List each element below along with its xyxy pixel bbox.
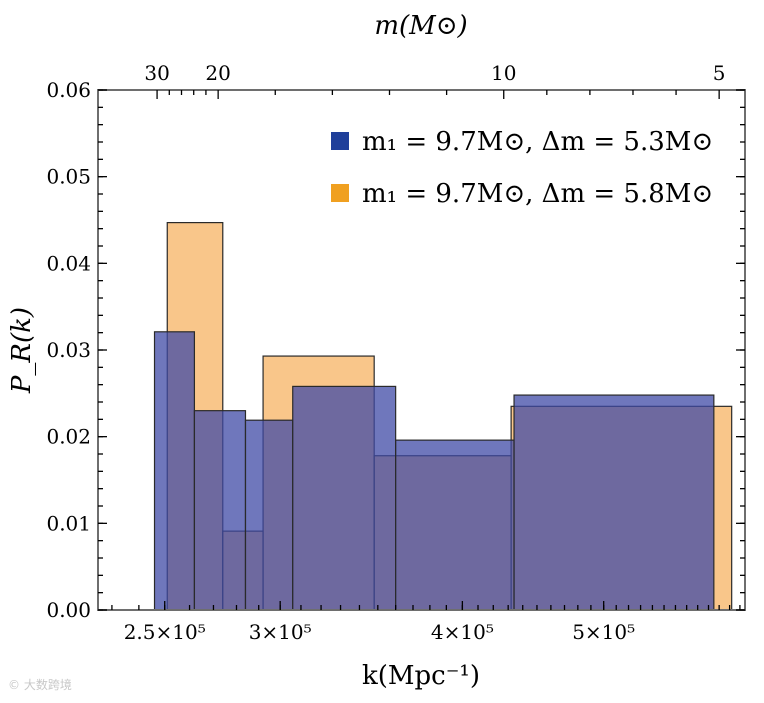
x-tick-label-2: 4×10⁵ <box>431 620 494 644</box>
bar-blue-3 <box>292 385 397 611</box>
top-axis-title: m(M⊙) <box>374 11 467 41</box>
x-tick-label-0: 2.5×10⁵ <box>124 620 206 644</box>
bars-layer <box>153 222 733 611</box>
legend: m₁ = 9.7M⊙, Δm = 5.3M⊙ m₁ = 9.7M⊙, Δm = … <box>331 127 713 209</box>
y-tick-label-2: 0.02 <box>46 425 91 449</box>
top-tick-label-2: 10 <box>491 61 516 85</box>
labels-layer: 0.00 0.01 0.02 0.03 0.04 0.05 0.06 2.5×10⁵ 3×10⁵… <box>46 61 725 644</box>
watermark: © 大数跨境 <box>8 678 72 692</box>
legend-label-orange: m₁ = 9.7M⊙, Δm = 5.8M⊙ <box>362 179 713 209</box>
y-tick-label-3: 0.03 <box>46 338 91 362</box>
y-tick-label-6: 0.06 <box>46 78 91 102</box>
y-axis-title: P_R(k) <box>7 307 37 394</box>
bar-blue-2 <box>244 419 294 611</box>
x-tick-label-3: 5×10⁵ <box>572 620 635 644</box>
x-tick-label-1: 3×10⁵ <box>249 620 312 644</box>
top-tick-label-3: 5 <box>713 61 726 85</box>
legend-label-blue: m₁ = 9.7M⊙, Δm = 5.3M⊙ <box>362 127 713 157</box>
y-tick-label-0: 0.00 <box>46 598 91 622</box>
bar-blue-5 <box>513 394 715 611</box>
legend-swatch-blue <box>331 132 349 150</box>
y-tick-label-5: 0.05 <box>46 165 91 189</box>
bar-blue-0 <box>153 331 196 611</box>
bar-blue-1 <box>193 410 247 611</box>
top-tick-label-0: 30 <box>144 61 169 85</box>
bar-blue-4 <box>395 439 515 611</box>
legend-swatch-orange <box>331 184 349 202</box>
ticks-layer <box>98 89 745 611</box>
y-tick-label-4: 0.04 <box>46 251 91 275</box>
top-tick-label-1: 20 <box>205 61 230 85</box>
x-axis-title: k(Mpc⁻¹) <box>362 661 480 691</box>
y-tick-label-1: 0.01 <box>46 511 91 535</box>
